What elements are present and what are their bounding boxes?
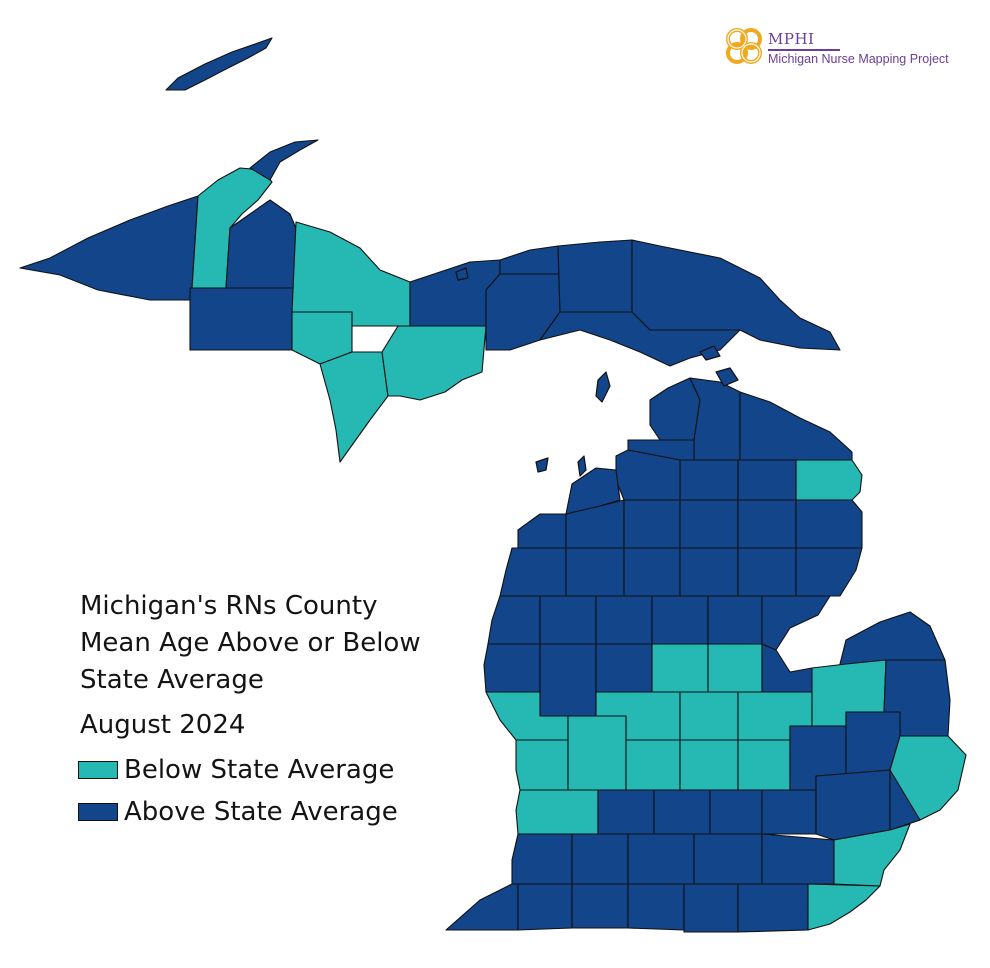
- county-washtenaw: [761, 833, 835, 885]
- county-ionia: [625, 739, 681, 791]
- county-crawford: [679, 499, 739, 549]
- county-lenawee: [737, 883, 809, 933]
- county-calhoun: [627, 833, 695, 885]
- county-emmet: [649, 377, 701, 441]
- county-mackinac: [539, 311, 741, 367]
- county-keweenaw-isle-royale: [165, 37, 273, 91]
- county-kalkaska: [623, 499, 681, 549]
- island-drummond: [715, 367, 739, 387]
- legend-item-above: Above State Average: [78, 797, 480, 827]
- legend-title-line3: State Average: [80, 665, 264, 695]
- island-bois-blanc: [699, 345, 721, 361]
- county-cass: [517, 883, 573, 931]
- legend-date: August 2024: [80, 710, 246, 740]
- legend-title: Michigan's RNs County Mean Age Above or …: [80, 588, 480, 699]
- county-jackson: [693, 833, 763, 885]
- county-missaukee: [623, 547, 681, 597]
- county-hillsdale: [683, 883, 739, 933]
- county-shiawassee: [737, 739, 791, 791]
- county-otsego: [679, 459, 739, 501]
- county-bay: [761, 643, 821, 693]
- legend-swatch-below: [78, 761, 118, 779]
- county-montmorency: [737, 459, 797, 501]
- county-oscoda: [737, 499, 797, 549]
- legend-swatch-above: [78, 803, 118, 821]
- county-cheboygan: [689, 377, 741, 461]
- county-oceana: [483, 643, 541, 693]
- county-van-buren: [511, 833, 573, 885]
- county-isabella: [651, 643, 709, 693]
- county-iosco: [795, 547, 863, 597]
- county-roscommon: [679, 547, 739, 597]
- county-ingham: [709, 789, 763, 835]
- county-monroe: [807, 883, 881, 931]
- island-south-fox: [577, 455, 587, 477]
- island-grand: [455, 267, 469, 281]
- county-midland: [707, 643, 763, 693]
- county-branch: [627, 883, 685, 931]
- mphi-logo: MPHI Michigan Nurse Mapping Project: [722, 24, 972, 74]
- county-benzie: [517, 513, 567, 549]
- mphi-knot-icon: [726, 28, 762, 64]
- county-livingston: [761, 789, 817, 835]
- county-iron: [189, 287, 297, 351]
- county-schoolcraft: [485, 273, 561, 351]
- county-alcona: [795, 499, 863, 549]
- logo-subtitle: Michigan Nurse Mapping Project: [768, 52, 949, 66]
- county-kalamazoo: [571, 833, 629, 885]
- island-north-manitou: [535, 457, 549, 473]
- legend-label-above: Above State Average: [124, 797, 398, 827]
- county-alpena: [795, 459, 863, 501]
- county-arenac: [761, 595, 831, 651]
- county-oakland: [815, 769, 891, 841]
- county-osceola: [595, 595, 653, 645]
- county-mecosta: [595, 643, 653, 693]
- county-gladwin: [707, 595, 763, 645]
- county-ottawa: [515, 739, 569, 791]
- map-legend: Michigan's RNs County Mean Age Above or …: [78, 588, 480, 827]
- legend-title-line1: Michigan's RNs County: [80, 591, 378, 621]
- legend-item-below: Below State Average: [78, 755, 480, 785]
- county-presque-isle: [739, 391, 853, 461]
- county-st-joseph: [571, 883, 629, 929]
- county-wexford: [565, 547, 625, 597]
- county-clinton: [679, 739, 739, 791]
- county-lake: [539, 595, 597, 645]
- island-beaver: [595, 371, 611, 403]
- legend-label-below: Below State Average: [124, 755, 395, 785]
- county-kent: [567, 715, 627, 791]
- county-eaton: [653, 789, 711, 835]
- county-ogemaw: [737, 547, 797, 597]
- county-manistee: [499, 547, 567, 597]
- county-clare: [651, 595, 709, 645]
- county-wayne: [833, 823, 911, 887]
- county-newaygo: [539, 643, 597, 717]
- county-mason: [487, 595, 541, 645]
- logo-name: MPHI: [768, 30, 815, 48]
- county-berrien: [445, 883, 519, 931]
- county-delta: [381, 325, 487, 401]
- logo-rule: [768, 49, 840, 51]
- county-gogebic-ontonagon: [19, 195, 199, 301]
- county-menominee: [319, 351, 389, 463]
- county-gratiot: [679, 691, 739, 741]
- county-marquette: [291, 221, 411, 327]
- county-luce-main: [557, 239, 633, 313]
- county-barry: [597, 789, 655, 835]
- county-keweenaw: [249, 139, 319, 181]
- county-allegan: [515, 789, 599, 835]
- legend-title-line2: Mean Age Above or Below: [80, 628, 421, 658]
